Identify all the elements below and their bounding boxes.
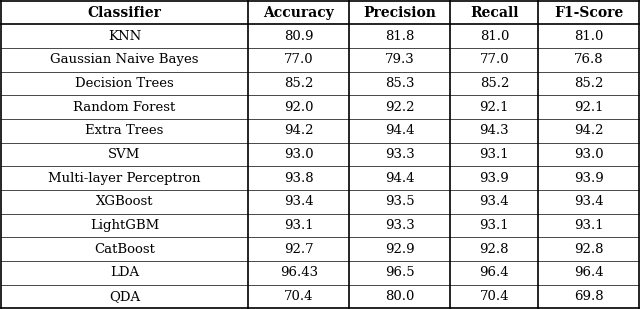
Text: 94.4: 94.4	[385, 172, 415, 185]
Text: 79.3: 79.3	[385, 53, 415, 66]
Text: Random Forest: Random Forest	[74, 101, 175, 114]
Text: 93.0: 93.0	[574, 148, 604, 161]
Text: Extra Trees: Extra Trees	[85, 124, 164, 137]
Text: 93.1: 93.1	[479, 148, 509, 161]
Text: Precision: Precision	[364, 6, 436, 19]
Text: 93.1: 93.1	[574, 219, 604, 232]
Text: 92.8: 92.8	[479, 243, 509, 256]
Text: Classifier: Classifier	[88, 6, 161, 19]
Text: 93.3: 93.3	[385, 219, 415, 232]
Text: Multi-layer Perceptron: Multi-layer Perceptron	[48, 172, 201, 185]
Text: 85.2: 85.2	[284, 77, 314, 90]
Text: 81.8: 81.8	[385, 30, 415, 43]
Text: 70.4: 70.4	[479, 290, 509, 303]
Text: F1-Score: F1-Score	[554, 6, 623, 19]
Text: CatBoost: CatBoost	[94, 243, 155, 256]
Text: Recall: Recall	[470, 6, 518, 19]
Text: KNN: KNN	[108, 30, 141, 43]
Text: 94.2: 94.2	[284, 124, 314, 137]
Text: 94.4: 94.4	[385, 124, 415, 137]
Text: QDA: QDA	[109, 290, 140, 303]
Text: 96.4: 96.4	[574, 266, 604, 279]
Text: 81.0: 81.0	[574, 30, 604, 43]
Text: LDA: LDA	[110, 266, 139, 279]
Text: 85.3: 85.3	[385, 77, 415, 90]
Text: 92.0: 92.0	[284, 101, 314, 114]
Text: 85.2: 85.2	[479, 77, 509, 90]
Text: SVM: SVM	[108, 148, 141, 161]
Text: 96.43: 96.43	[280, 266, 318, 279]
Text: 80.9: 80.9	[284, 30, 314, 43]
Text: 77.0: 77.0	[479, 53, 509, 66]
Text: 93.4: 93.4	[479, 195, 509, 208]
Text: 80.0: 80.0	[385, 290, 415, 303]
Text: 93.5: 93.5	[385, 195, 415, 208]
Text: 93.3: 93.3	[385, 148, 415, 161]
Text: 92.1: 92.1	[574, 101, 604, 114]
Text: 92.8: 92.8	[574, 243, 604, 256]
Text: Decision Trees: Decision Trees	[75, 77, 174, 90]
Text: 93.9: 93.9	[479, 172, 509, 185]
Text: 92.1: 92.1	[479, 101, 509, 114]
Text: Gaussian Naive Bayes: Gaussian Naive Bayes	[51, 53, 199, 66]
Text: 94.2: 94.2	[574, 124, 604, 137]
Text: XGBoost: XGBoost	[96, 195, 153, 208]
Text: 93.0: 93.0	[284, 148, 314, 161]
Text: 96.5: 96.5	[385, 266, 415, 279]
Text: 70.4: 70.4	[284, 290, 314, 303]
Text: 92.7: 92.7	[284, 243, 314, 256]
Text: LightGBM: LightGBM	[90, 219, 159, 232]
Text: 81.0: 81.0	[479, 30, 509, 43]
Text: 85.2: 85.2	[574, 77, 604, 90]
Text: 94.3: 94.3	[479, 124, 509, 137]
Text: 77.0: 77.0	[284, 53, 314, 66]
Text: 69.8: 69.8	[574, 290, 604, 303]
Text: Accuracy: Accuracy	[264, 6, 334, 19]
Text: 93.8: 93.8	[284, 172, 314, 185]
Text: 93.1: 93.1	[284, 219, 314, 232]
Text: 93.9: 93.9	[574, 172, 604, 185]
Text: 96.4: 96.4	[479, 266, 509, 279]
Text: 93.4: 93.4	[574, 195, 604, 208]
Text: 92.9: 92.9	[385, 243, 415, 256]
Text: 93.4: 93.4	[284, 195, 314, 208]
Text: 76.8: 76.8	[574, 53, 604, 66]
Text: 93.1: 93.1	[479, 219, 509, 232]
Text: 92.2: 92.2	[385, 101, 415, 114]
